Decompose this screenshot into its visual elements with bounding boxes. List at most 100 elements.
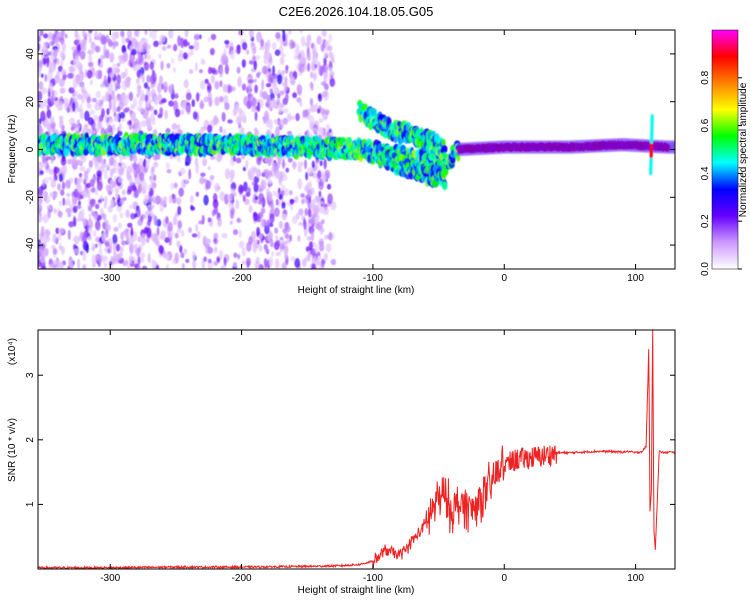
- spectrogram-trace-mark: [316, 136, 321, 143]
- spectrogram-noise-mark: [296, 84, 303, 95]
- spectrogram-noise-mark: [260, 38, 265, 48]
- spectrogram-noise-mark: [47, 176, 53, 181]
- colorbar-tick-label: 0.6: [700, 118, 711, 132]
- spectrogram-noise-mark: [221, 232, 228, 239]
- spectrogram-noise-mark: [224, 64, 230, 75]
- spectrogram-noise-mark: [181, 263, 185, 269]
- spectrogram-noise-mark: [207, 217, 212, 223]
- spectrogram-noise-mark: [173, 182, 178, 189]
- spectrogram-noise-mark: [280, 240, 287, 246]
- spectrogram-noise-mark: [253, 127, 258, 133]
- spectrogram-noise-mark: [96, 181, 103, 191]
- spectrogram-noise-mark: [207, 258, 212, 264]
- spectrogram-noise-mark: [118, 123, 123, 131]
- spectrogram-noise-mark: [238, 241, 245, 249]
- spectrogram-noise-mark: [109, 52, 115, 63]
- spectrogram-noise-mark: [166, 62, 171, 69]
- spectrogram-noise-mark: [87, 103, 92, 110]
- spectrogram-noise-mark: [153, 154, 158, 161]
- spectrogram-noise-mark: [140, 214, 145, 219]
- spectrogram-noise-mark: [69, 177, 74, 184]
- spectrogram-noise-mark: [56, 58, 60, 66]
- spectrogram-noise-mark: [41, 49, 46, 57]
- spectrogram-noise-mark: [227, 85, 233, 93]
- spectrogram-noise-mark: [171, 194, 177, 204]
- spectrogram-noise-mark: [108, 117, 114, 124]
- spectrogram-noise-mark: [191, 99, 196, 108]
- spectrogram-noise-mark: [98, 247, 103, 258]
- spectrogram-noise-mark: [75, 204, 82, 210]
- y-tick-label: -20: [25, 190, 36, 205]
- spectrogram-noise-mark: [112, 63, 118, 74]
- spectrogram-noise-mark: [76, 62, 83, 71]
- spectrogram-noise-mark: [306, 167, 313, 175]
- spectrogram-noise-mark: [241, 41, 248, 51]
- spectrogram-noise-mark: [104, 241, 110, 247]
- spectrogram-noise-mark: [135, 58, 139, 63]
- spectrogram-noise-mark: [145, 54, 152, 60]
- spectrogram-noise-mark: [128, 177, 134, 185]
- spectrogram-noise-mark: [45, 235, 51, 242]
- spectrogram-noise-mark: [58, 173, 63, 183]
- spectrogram-noise-mark: [72, 77, 78, 89]
- spectrogram-noise-mark: [236, 66, 241, 74]
- spectrogram-noise-mark: [106, 108, 110, 116]
- spectrogram-noise-mark: [49, 192, 54, 199]
- spectrogram-noise-mark: [256, 31, 262, 43]
- spectrogram-noise-mark: [256, 101, 261, 112]
- spectrogram-noise-mark: [261, 79, 265, 91]
- spectrogram-noise-mark: [210, 155, 216, 160]
- spectrogram-noise-mark: [177, 53, 184, 62]
- spectrogram-noise-mark: [281, 202, 286, 209]
- spectrogram-noise-mark: [235, 199, 240, 210]
- spectrogram-noise-mark: [205, 238, 212, 244]
- spectrogram-noise-mark: [174, 108, 181, 118]
- spectrogram-noise-mark: [149, 187, 154, 197]
- spectrogram-noise-mark: [57, 210, 63, 218]
- spectrogram-noise-mark: [136, 126, 142, 131]
- spectrogram-noise-mark: [287, 157, 293, 163]
- spectrogram-noise-mark: [291, 41, 296, 49]
- spectrogram-noise-mark: [59, 115, 64, 121]
- spectrogram-noise-mark: [241, 83, 247, 91]
- spectrogram-noise-mark: [118, 55, 122, 64]
- spectrogram-noise-mark: [277, 102, 283, 114]
- spectrogram-noise-mark: [214, 182, 220, 193]
- spectrogram-noise-mark: [176, 227, 181, 234]
- spectrogram-noise-mark: [74, 235, 80, 245]
- spectrogram-noise-mark: [284, 249, 288, 261]
- spectrogram-noise-mark: [194, 157, 199, 167]
- spectrogram-y-axis-label: Frequency (Hz): [7, 115, 18, 184]
- spectrogram-noise-mark: [104, 92, 110, 102]
- spectrogram-noise-mark: [113, 40, 119, 47]
- snr-x-axis-label: Height of straight line (km): [298, 585, 415, 596]
- spectrogram-noise-mark: [276, 98, 280, 106]
- spectrogram-noise-mark: [209, 48, 215, 56]
- spectrogram-noise-mark: [93, 114, 99, 122]
- spectrogram-noise-mark: [77, 107, 82, 113]
- spectrogram-noise-mark: [249, 30, 255, 38]
- spectrogram-noise-mark: [81, 83, 85, 94]
- spectrogram-noise-mark: [236, 115, 242, 126]
- spectrogram-noise-mark: [97, 60, 101, 67]
- spectrogram-noise-mark: [260, 217, 265, 229]
- spectrogram-noise-mark: [114, 113, 119, 122]
- spectrogram-noise-mark: [38, 67, 42, 73]
- spectrogram-noise-mark: [300, 55, 307, 65]
- spectrogram-noise-mark: [148, 210, 154, 217]
- x-tick-label: 0: [501, 273, 507, 284]
- spectrogram-noise-mark: [114, 187, 120, 193]
- spectrogram-noise-mark: [58, 227, 65, 234]
- spectrogram-noise-mark: [60, 189, 65, 196]
- spectrogram-noise-mark: [78, 70, 85, 82]
- spectrogram-noise-mark: [254, 111, 258, 122]
- spectrogram-noise-mark: [40, 110, 46, 122]
- spectrogram-noise-mark: [323, 252, 328, 261]
- spectrogram-noise-mark: [46, 105, 50, 110]
- spectrogram-noise-mark: [307, 188, 312, 196]
- spectrogram-noise-mark: [146, 89, 151, 96]
- y-tick-label: 0: [25, 146, 36, 152]
- spectrogram-noise-mark: [94, 219, 101, 231]
- spectrogram-noise-mark: [207, 92, 212, 102]
